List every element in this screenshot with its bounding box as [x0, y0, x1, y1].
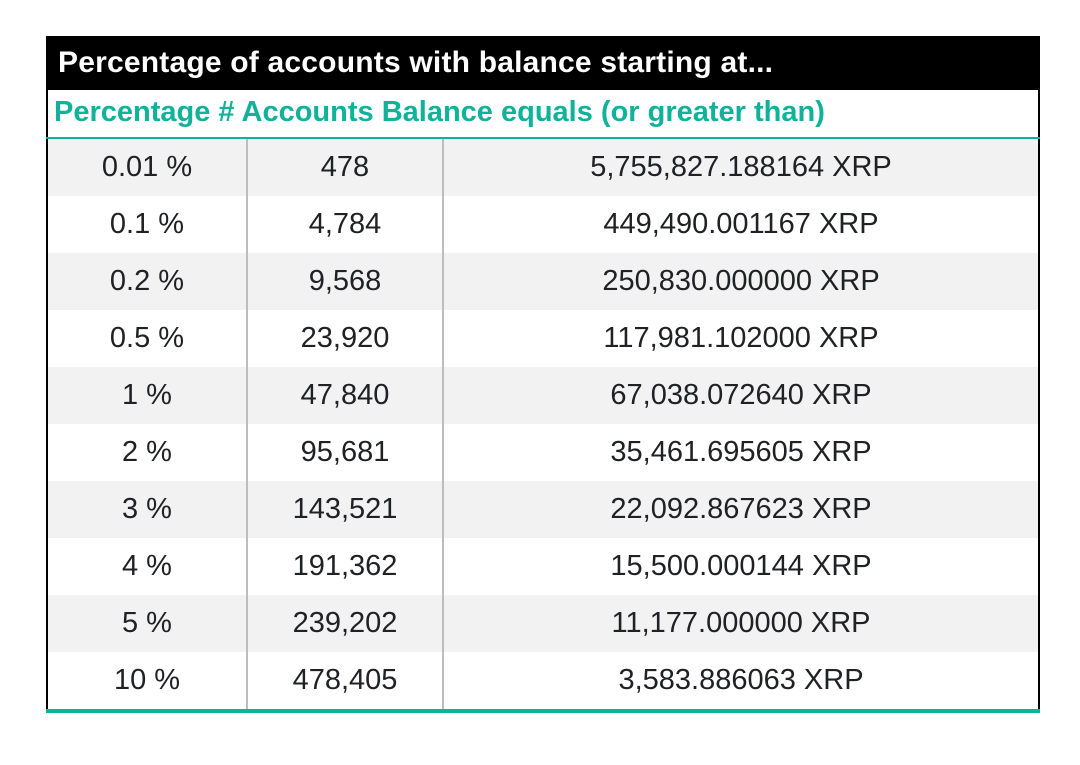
table-body: 0.01 % 478 5,755,827.188164 XRP 0.1 % 4,… [47, 138, 1039, 711]
cell-balance: 5,755,827.188164 XRP [443, 138, 1039, 196]
cell-balance: 22,092.867623 XRP [443, 481, 1039, 538]
table-row: 0.2 % 9,568 250,830.000000 XRP [47, 253, 1039, 310]
table-row: 1 % 47,840 67,038.072640 XRP [47, 367, 1039, 424]
table-row: 0.1 % 4,784 449,490.001167 XRP [47, 196, 1039, 253]
table-row: 3 % 143,521 22,092.867623 XRP [47, 481, 1039, 538]
cell-percentage: 5 % [47, 595, 247, 652]
cell-percentage: 2 % [47, 424, 247, 481]
balance-distribution-table: Percentage of accounts with balance star… [46, 36, 1040, 713]
cell-balance: 117,981.102000 XRP [443, 310, 1039, 367]
cell-percentage: 0.01 % [47, 138, 247, 196]
cell-percentage: 10 % [47, 652, 247, 711]
cell-percentage: 1 % [47, 367, 247, 424]
cell-accounts: 239,202 [247, 595, 443, 652]
cell-accounts: 478,405 [247, 652, 443, 711]
cell-balance: 250,830.000000 XRP [443, 253, 1039, 310]
table-row: 0.01 % 478 5,755,827.188164 XRP [47, 138, 1039, 196]
table-title: Percentage of accounts with balance star… [47, 37, 1039, 90]
cell-balance: 3,583.886063 XRP [443, 652, 1039, 711]
table-row: 0.5 % 23,920 117,981.102000 XRP [47, 310, 1039, 367]
cell-accounts: 9,568 [247, 253, 443, 310]
cell-balance: 35,461.695605 XRP [443, 424, 1039, 481]
cell-accounts: 47,840 [247, 367, 443, 424]
cell-accounts: 191,362 [247, 538, 443, 595]
table-row: 2 % 95,681 35,461.695605 XRP [47, 424, 1039, 481]
cell-percentage: 0.5 % [47, 310, 247, 367]
cell-accounts: 95,681 [247, 424, 443, 481]
cell-percentage: 3 % [47, 481, 247, 538]
cell-percentage: 0.1 % [47, 196, 247, 253]
cell-accounts: 4,784 [247, 196, 443, 253]
table-row: 10 % 478,405 3,583.886063 XRP [47, 652, 1039, 711]
cell-balance: 15,500.000144 XRP [443, 538, 1039, 595]
table-row: 5 % 239,202 11,177.000000 XRP [47, 595, 1039, 652]
table-row: 4 % 191,362 15,500.000144 XRP [47, 538, 1039, 595]
cell-balance: 449,490.001167 XRP [443, 196, 1039, 253]
cell-percentage: 0.2 % [47, 253, 247, 310]
cell-accounts: 478 [247, 138, 443, 196]
table-header-line: Percentage # Accounts Balance equals (or… [47, 90, 1039, 138]
cell-percentage: 4 % [47, 538, 247, 595]
cell-accounts: 23,920 [247, 310, 443, 367]
cell-balance: 67,038.072640 XRP [443, 367, 1039, 424]
cell-accounts: 143,521 [247, 481, 443, 538]
cell-balance: 11,177.000000 XRP [443, 595, 1039, 652]
